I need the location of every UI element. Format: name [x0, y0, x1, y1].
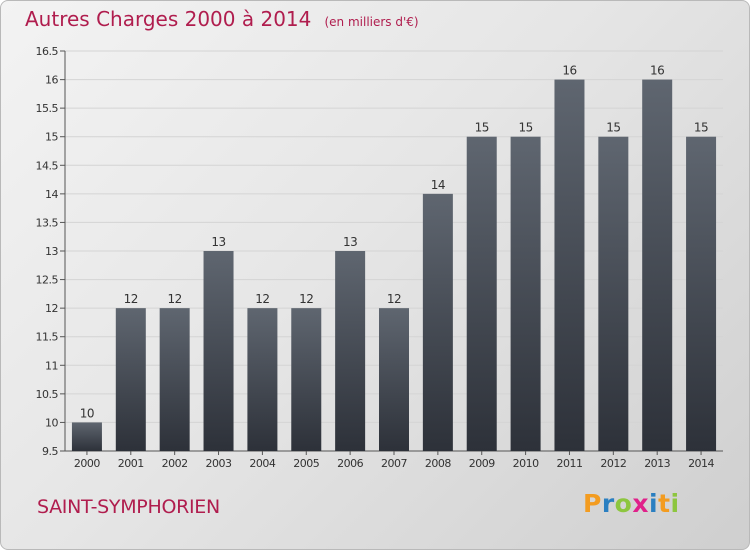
- x-tick-label: 2001: [118, 457, 144, 470]
- bar-value-label: 16: [650, 64, 664, 78]
- bar-value-label: 12: [124, 292, 138, 306]
- bar-value-label: 15: [518, 121, 532, 135]
- bar: [335, 251, 366, 451]
- x-tick-label: 2012: [600, 457, 626, 470]
- x-tick-label: 2014: [688, 457, 714, 470]
- y-tick-label: 12: [45, 302, 58, 315]
- bar: [686, 136, 717, 451]
- bar: [510, 136, 541, 451]
- bar-value-label: 12: [299, 292, 313, 306]
- y-tick-label: 15: [45, 131, 58, 144]
- x-tick-labels: 2000 2001 2002 2003 2004 2005 2006 2007 2008 2009…: [74, 457, 715, 470]
- x-tick-label: 2006: [337, 457, 363, 470]
- x-tick-label: 2002: [162, 457, 188, 470]
- x-tick-label: 2011: [556, 457, 582, 470]
- x-tick-label: 2004: [249, 457, 275, 470]
- bar: [422, 193, 453, 451]
- bar-value-label: 12: [387, 292, 401, 306]
- bar: [71, 422, 102, 451]
- x-tick-label: 2010: [513, 457, 539, 470]
- chart-title-text: Autres Charges 2000 à 2014: [25, 7, 312, 31]
- bar: [115, 308, 146, 451]
- y-tick-label: 10: [45, 416, 58, 429]
- bar-value-label: 13: [211, 235, 225, 249]
- bar: [642, 79, 673, 452]
- x-tick-label: 2000: [74, 457, 100, 470]
- y-tick-labels: 9.5 10 10.5 11 11.5 12 12.5 13 13.5 14 14.5 15 15.5 1…: [36, 45, 59, 458]
- bar-value-label: 15: [694, 121, 708, 135]
- logo-letter: r: [601, 489, 615, 518]
- x-tick-label: 2005: [293, 457, 319, 470]
- bar: [379, 308, 409, 451]
- bar-value-label: 15: [606, 121, 620, 135]
- bar-value-label: 12: [168, 292, 182, 306]
- x-tick-label: 2007: [381, 457, 407, 470]
- y-tick-label: 16: [45, 74, 58, 87]
- logo-letter: t: [658, 489, 671, 518]
- proxiti-logo: Proxiti: [583, 489, 680, 518]
- y-tick-label: 13: [45, 245, 58, 258]
- data-labels: 10 12 12 13 12 12 13 12 14 15 15 16 15 16 15: [80, 64, 709, 421]
- logo-letter: x: [632, 489, 649, 518]
- bar-value-label: 13: [343, 235, 357, 249]
- y-tick-label: 12.5: [36, 274, 59, 287]
- chart-unit-text: (en milliers d'€): [324, 15, 419, 29]
- y-tick-label: 9.5: [42, 445, 58, 458]
- bars: [71, 79, 717, 452]
- bar: [598, 136, 629, 451]
- logo-letter: i: [670, 489, 680, 518]
- bar: [203, 251, 234, 451]
- y-tick-label: 13.5: [36, 216, 59, 229]
- y-tick-label: 16.5: [36, 45, 59, 58]
- chart-title: Autres Charges 2000 à 2014 (en milliers …: [25, 7, 419, 31]
- y-tick-label: 15.5: [36, 102, 59, 115]
- y-tick-label: 10.5: [36, 388, 59, 401]
- bar-value-label: 16: [562, 64, 576, 78]
- logo-letter: i: [649, 489, 659, 518]
- bar: [159, 308, 190, 451]
- x-tick-label: 2008: [425, 457, 451, 470]
- y-tick-label: 14: [45, 188, 58, 201]
- y-tick-label: 11: [45, 359, 58, 372]
- bar: [554, 79, 585, 452]
- x-tick-label: 2003: [206, 457, 232, 470]
- bar: [466, 136, 497, 451]
- y-tick-label: 14.5: [36, 159, 59, 172]
- bar-value-label: 10: [80, 406, 94, 420]
- logo-letter: P: [583, 489, 602, 518]
- x-tick-label: 2009: [469, 457, 495, 470]
- commune-name: SAINT-SYMPHORIEN: [37, 496, 220, 518]
- bar-value-label: 14: [431, 178, 445, 192]
- bar-value-label: 12: [255, 292, 269, 306]
- bar: [247, 308, 278, 451]
- y-tick-label: 11.5: [36, 331, 59, 344]
- bar: [291, 308, 322, 451]
- bar-value-label: 15: [475, 121, 489, 135]
- logo-letter: o: [614, 489, 633, 518]
- x-tick-label: 2013: [644, 457, 670, 470]
